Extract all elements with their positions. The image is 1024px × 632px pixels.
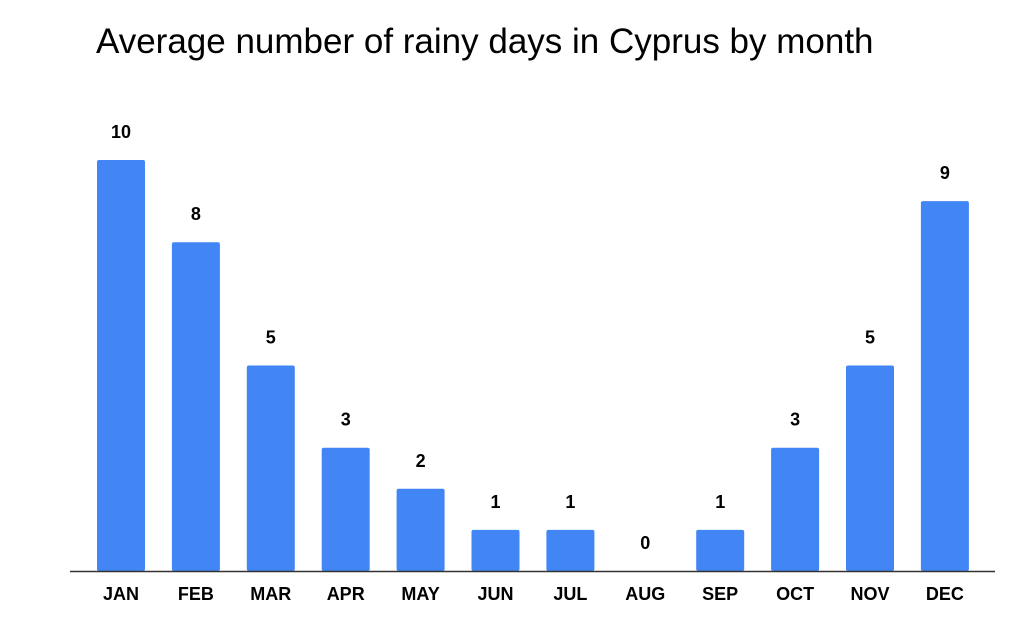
x-tick-label-nov: NOV bbox=[850, 584, 889, 604]
x-tick-labels-group: JAN FEB MAR APR MAY JUN JUL AUG SEP OCT NOV DEC bbox=[103, 584, 964, 604]
x-tick-label-mar: MAR bbox=[250, 584, 291, 604]
bars-group bbox=[97, 160, 969, 571]
value-label-jun: 1 bbox=[490, 492, 500, 512]
bar-dec bbox=[920, 201, 969, 571]
value-label-aug: 0 bbox=[640, 533, 650, 553]
value-label-may: 2 bbox=[416, 451, 426, 471]
bar-may bbox=[396, 488, 445, 571]
x-tick-label-oct: OCT bbox=[776, 584, 814, 604]
x-tick-label-apr: APR bbox=[327, 584, 365, 604]
value-label-feb: 8 bbox=[191, 204, 201, 224]
x-tick-label-aug: AUG bbox=[625, 584, 665, 604]
value-label-nov: 5 bbox=[865, 328, 875, 348]
value-label-mar: 5 bbox=[266, 328, 276, 348]
x-tick-label-may: MAY bbox=[401, 584, 439, 604]
x-tick-label-dec: DEC bbox=[926, 584, 964, 604]
x-tick-label-sep: SEP bbox=[702, 584, 738, 604]
x-tick-label-jul: JUL bbox=[553, 584, 587, 604]
value-label-apr: 3 bbox=[341, 410, 351, 430]
value-label-dec: 9 bbox=[940, 163, 950, 183]
bar-apr bbox=[321, 447, 370, 571]
bar-mar bbox=[246, 365, 295, 571]
bar-oct bbox=[771, 447, 820, 571]
bar-jan bbox=[97, 160, 145, 571]
chart-title: Average number of rainy days in Cyprus b… bbox=[96, 22, 874, 61]
bar-feb bbox=[171, 242, 220, 571]
x-tick-label-jun: JUN bbox=[477, 584, 513, 604]
value-label-oct: 3 bbox=[790, 410, 800, 430]
x-tick-label-feb: FEB bbox=[178, 584, 214, 604]
bar-nov bbox=[846, 365, 894, 571]
x-tick-label-jan: JAN bbox=[103, 584, 139, 604]
value-label-sep: 1 bbox=[715, 492, 725, 512]
bar-sep bbox=[696, 529, 745, 571]
value-label-jan: 10 bbox=[111, 122, 131, 142]
bar-jul bbox=[546, 529, 595, 571]
value-label-jul: 1 bbox=[565, 492, 575, 512]
bar-jun bbox=[471, 529, 520, 571]
